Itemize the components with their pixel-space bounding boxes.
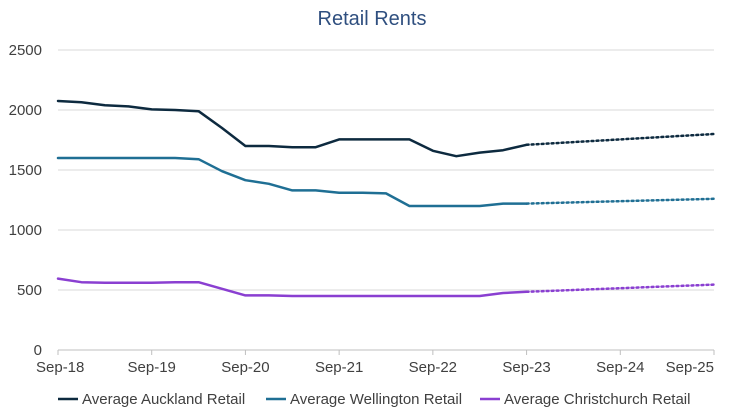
x-tick-label: Sep-25 xyxy=(666,359,714,376)
chart-title: Retail Rents xyxy=(317,8,427,30)
legend-label: Average Auckland Retail xyxy=(82,391,245,408)
legend-label: Average Wellington Retail xyxy=(290,391,462,408)
series-forecast-line-1 xyxy=(525,197,716,205)
series-line-2 xyxy=(56,277,528,298)
y-tick-label: 0 xyxy=(34,342,42,359)
series-forecast-line-2 xyxy=(525,283,716,294)
y-tick-label: 2500 xyxy=(9,42,42,59)
legend-label: Average Christchurch Retail xyxy=(504,391,690,408)
y-tick-label: 1000 xyxy=(9,222,42,239)
gridlines xyxy=(58,49,714,291)
y-tick-label: 1500 xyxy=(9,162,42,179)
x-tick-label: Sep-23 xyxy=(502,359,550,376)
x-tick-label: Sep-18 xyxy=(36,359,84,376)
series-line-1 xyxy=(56,156,528,208)
x-tick-label: Sep-22 xyxy=(409,359,457,376)
x-tick-label: Sep-24 xyxy=(596,359,644,376)
series-forecast-line-0 xyxy=(525,132,716,147)
y-tick-label: 2000 xyxy=(9,102,42,119)
x-tick-label: Sep-20 xyxy=(221,359,269,376)
series-lines xyxy=(56,99,716,298)
series-line-0 xyxy=(56,99,528,158)
x-tick-label: Sep-19 xyxy=(128,359,176,376)
axes: 0 500 1000 1500 2000 2500 Sep-18 Sep-19 Sep-20 Se… xyxy=(9,42,715,376)
legend: Average Auckland Retail Average Wellingto… xyxy=(58,391,690,408)
x-tick-label: Sep-21 xyxy=(315,359,363,376)
y-tick-label: 500 xyxy=(17,282,42,299)
